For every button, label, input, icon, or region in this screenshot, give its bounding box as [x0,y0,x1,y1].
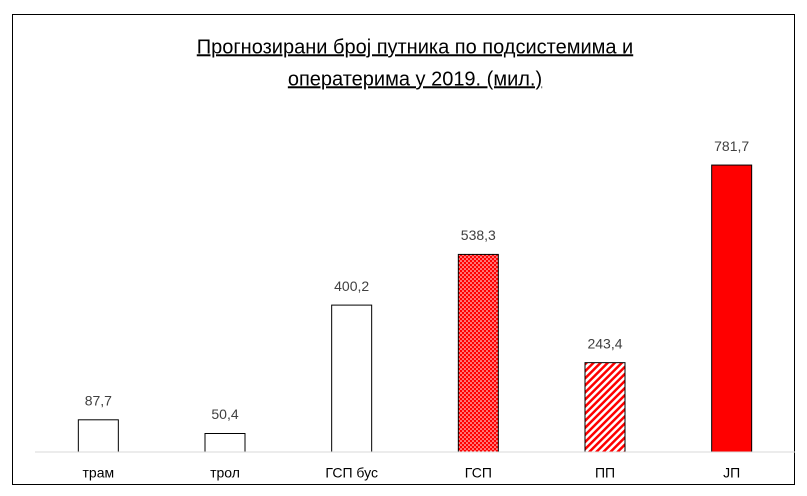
bar [584,362,626,453]
value-label: 50,4 [211,406,238,422]
x-tick-label: трол [210,465,240,481]
bar [457,253,499,453]
bar [204,433,246,453]
value-label: 400,2 [334,278,369,294]
bar [77,419,119,453]
value-label: 538,3 [461,227,496,243]
bar [331,304,373,453]
x-tick-label: ГСП [465,465,492,481]
frame [12,14,795,485]
x-tick-label: ГСП бус [325,465,378,481]
value-label: 243,4 [587,335,622,351]
x-tick-label: ПП [595,465,615,481]
chart-title: Прогнозирани број путника по подсистемим… [197,36,633,58]
x-tick-label: ЈП [723,465,740,481]
value-label: 87,7 [85,393,112,409]
bar [711,164,753,453]
value-label: 781,7 [714,138,749,154]
x-tick-label: трам [83,465,115,481]
chart-title: оператерима у 2019. (мил.) [288,68,542,90]
